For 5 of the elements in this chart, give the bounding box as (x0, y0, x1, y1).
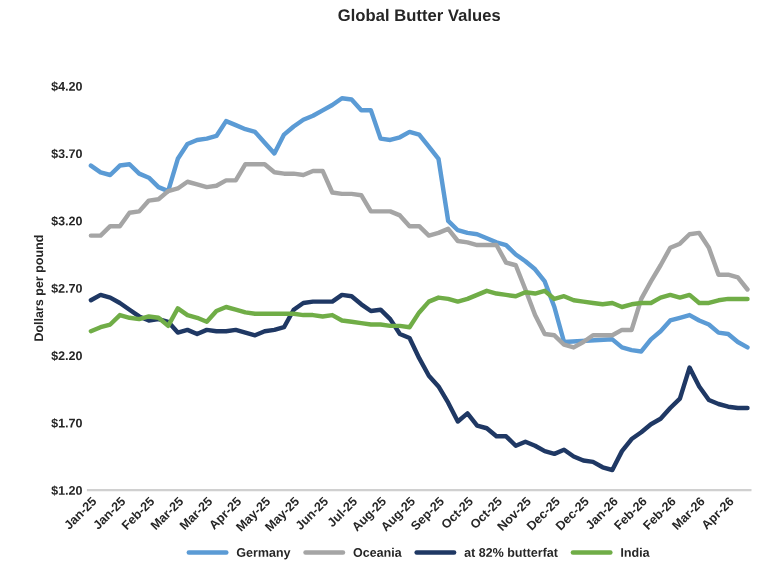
line-series (88, 162, 750, 350)
line-series (88, 292, 750, 473)
line-series (88, 288, 750, 334)
chart-title: Global Butter Values (338, 8, 501, 22)
line-series (88, 96, 750, 354)
